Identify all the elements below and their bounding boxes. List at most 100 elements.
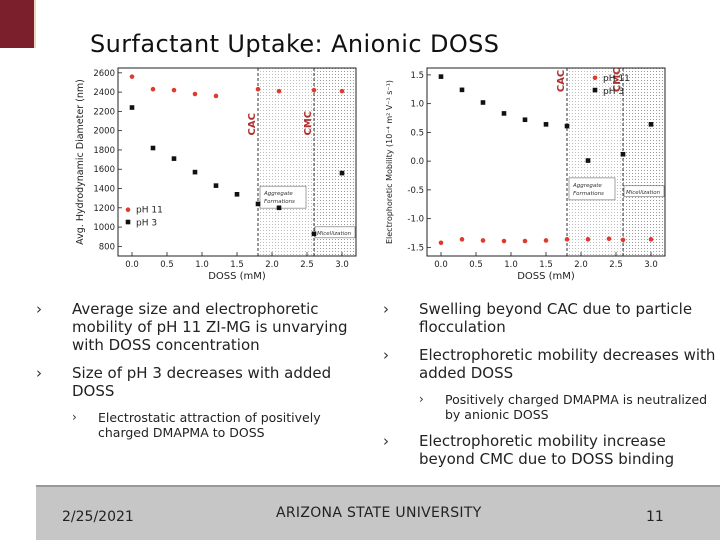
bullet-text: Swelling beyond CAC due to particle floc… [419, 300, 693, 336]
y-axis-label: Avg. Hydrodynamic Diameter (nm) [75, 79, 86, 245]
corner-accent-bar [0, 0, 36, 48]
data-point-ph11 [501, 238, 507, 244]
y-tick-label: 800 [99, 242, 115, 252]
data-point-ph3 [339, 170, 345, 176]
bullet-text: Electrophoretic mobility decreases with … [419, 346, 716, 382]
x-tick-label: 1.5 [230, 260, 244, 270]
data-point-ph11 [585, 237, 591, 242]
y-tick-label: 1800 [93, 146, 115, 156]
data-point-ph11 [620, 237, 626, 243]
cac-label: CAC [556, 70, 567, 92]
y-tick-label: 2400 [93, 88, 115, 98]
data-point-ph3 [459, 87, 465, 93]
data-point-ph11 [564, 237, 570, 242]
data-point-ph11 [459, 237, 465, 242]
data-point-ph3 [171, 156, 177, 161]
legend-marker-ph3 [125, 219, 131, 225]
data-point-ph3 [564, 123, 570, 129]
data-point-ph11 [648, 237, 654, 242]
chevron-right-icon: › [36, 364, 42, 382]
mobility-chart: CAC CMC Aggregate Formations Micellization 0.… [385, 67, 666, 282]
aggregate-region [258, 68, 314, 256]
x-tick-label: 2.0 [265, 260, 279, 270]
x-tick-label: 0.5 [160, 260, 174, 270]
footer-university: ARIZONA STATE UNIVERSITY [276, 505, 482, 521]
aggregate-label: Formations [573, 191, 604, 197]
data-point-ph11 [606, 236, 612, 242]
data-point-ph3 [255, 201, 261, 207]
micelle-label: Micellization [626, 190, 661, 196]
right-bullet-list: › Swelling beyond CAC due to particle fl… [383, 300, 718, 478]
y-tick-label: 1600 [93, 165, 115, 175]
page-number: 11 [646, 509, 664, 525]
x-tick-label: 1.0 [195, 260, 209, 270]
legend-marker-ph11 [125, 207, 131, 213]
chevron-right-icon: › [383, 432, 389, 450]
footer-bar: 2/25/2021 ARIZONA STATE UNIVERSITY 11 [36, 485, 720, 540]
y-tick-label: 1.5 [410, 71, 424, 81]
data-point-ph11 [339, 88, 345, 94]
x-axis-label: DOSS (mM) [517, 271, 575, 282]
data-point-ph3 [276, 205, 282, 211]
data-point-ph3 [648, 122, 654, 127]
legend-marker-ph11 [592, 75, 598, 81]
aggregate-label: Formations [264, 199, 295, 205]
data-point-ph3 [501, 111, 507, 116]
data-point-ph11 [438, 240, 444, 246]
sub-bullet-text: Electrostatic attraction of positively c… [98, 410, 321, 440]
aggregate-label: Aggregate [572, 183, 602, 189]
footer-date: 2/25/2021 [62, 509, 134, 525]
size-chart: CAC CMC Aggregate Formations Micellization 0.… [75, 67, 357, 282]
chevron-right-icon: › [383, 346, 389, 364]
data-point-ph11 [480, 238, 486, 243]
y-tick-label: 1000 [93, 223, 115, 233]
data-point-ph11 [171, 87, 177, 93]
data-point-ph3 [129, 105, 135, 110]
sub-bullet-text: Positively charged DMAPMA is neutralized… [445, 392, 708, 422]
x-tick-label: 0.0 [125, 260, 139, 270]
micelle-region [314, 68, 356, 256]
data-point-ph11 [543, 238, 549, 243]
x-tick-label: 2.5 [609, 260, 623, 270]
data-point-ph3 [585, 158, 591, 163]
x-tick-label: 2.0 [574, 260, 588, 270]
y-tick-label: 1400 [93, 185, 115, 195]
y-tick-label: 2200 [93, 107, 115, 117]
y-axis-label: Electrophoretic Mobility (10⁻⁴ m² V⁻¹ s⁻… [385, 80, 394, 244]
data-point-ph3 [480, 100, 486, 105]
x-tick-label: 1.0 [504, 260, 518, 270]
legend-label: pH 11 [136, 206, 163, 216]
sub-bullet-item: › Positively charged DMAPMA is neutraliz… [419, 392, 718, 422]
aggregate-label: Aggregate [263, 191, 293, 197]
data-point-ph3 [234, 191, 240, 197]
data-point-ph11 [255, 86, 261, 92]
chevron-right-icon: › [383, 300, 389, 318]
micelle-box [623, 185, 665, 198]
x-tick-label: 0.0 [434, 260, 448, 270]
bullet-text: Average size and electrophoretic mobilit… [72, 300, 348, 354]
cac-label: CAC [247, 113, 258, 135]
cmc-label: CMC [303, 111, 314, 136]
bullet-text: Size of pH 3 decreases with added DOSS [72, 364, 332, 400]
legend-label: pH 11 [603, 74, 630, 84]
data-point-ph3 [192, 169, 198, 175]
sub-bullet-item: › Electrostatic attraction of positively… [72, 410, 366, 440]
data-point-ph11 [150, 86, 156, 92]
bullet-item: › Electrophoretic mobility decreases wit… [383, 346, 718, 382]
left-bullet-list: › Average size and electrophoretic mobil… [36, 300, 366, 450]
data-point-ph11 [192, 91, 198, 97]
x-tick-label: 0.5 [469, 260, 483, 270]
legend-label: pH 3 [136, 219, 157, 229]
data-point-ph11 [213, 93, 219, 99]
legend-marker-ph3 [592, 87, 598, 93]
y-tick-label: 1200 [93, 204, 115, 214]
y-tick-label: 1.0 [410, 100, 424, 110]
data-point-ph3 [543, 122, 549, 127]
data-point-ph11 [522, 238, 528, 244]
slide-title: Surfactant Uptake: Anionic DOSS [90, 30, 500, 58]
x-tick-label: 1.5 [539, 260, 553, 270]
x-axis-label: DOSS (mM) [208, 271, 266, 282]
data-point-ph3 [311, 231, 317, 237]
bullet-item: › Average size and electrophoretic mobil… [36, 300, 366, 354]
micelle-label: Micellization [317, 231, 352, 237]
